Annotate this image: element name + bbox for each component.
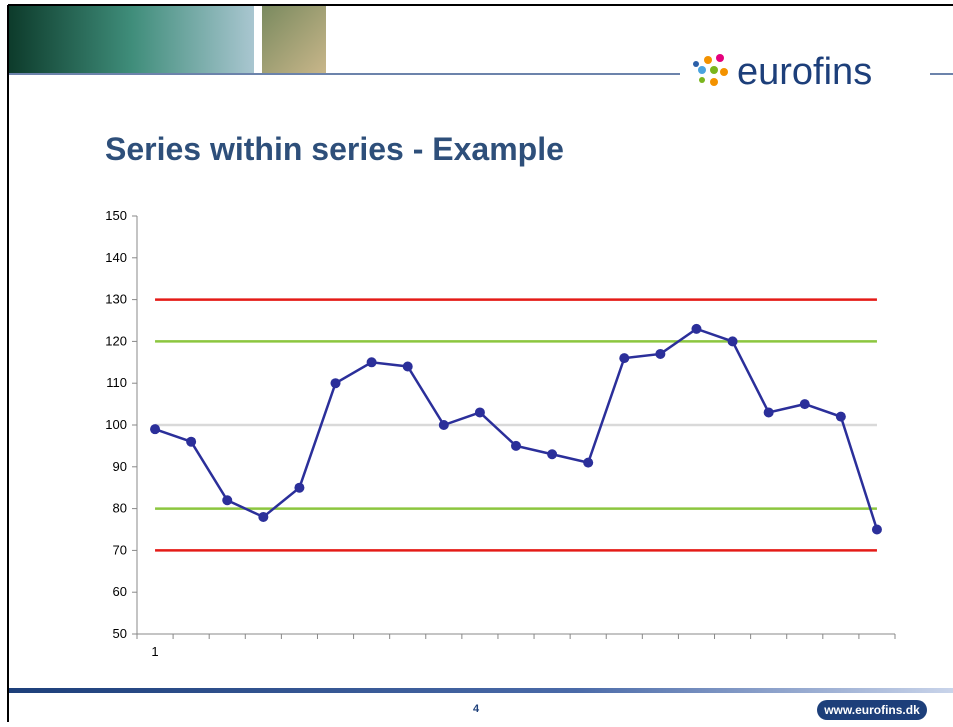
slide-title: Series within series - Example [105,131,564,167]
data-point [836,412,846,422]
y-tick-label: 130 [105,292,127,307]
data-point [439,420,449,430]
data-point [691,324,701,334]
header-image [262,6,326,73]
data-point [800,399,810,409]
data-point [475,407,485,417]
footer-rule [9,688,953,693]
y-tick-label: 70 [113,542,127,557]
x-tick-label: 1 [151,644,158,659]
page-number: 4 [473,703,480,715]
data-point [728,336,738,346]
logo-text: eurofins [737,51,872,93]
y-tick-label: 60 [113,584,127,599]
y-tick-label: 150 [105,208,127,223]
y-tick-label: 140 [105,250,127,265]
data-point [258,512,268,522]
y-tick-label: 110 [106,375,127,390]
data-point [150,424,160,434]
y-tick-label: 50 [113,626,127,641]
data-point [872,525,882,535]
data-point [619,353,629,363]
data-point [294,483,304,493]
data-point [367,357,377,367]
data-point [403,361,413,371]
url-text[interactable]: www.eurofins.dk [823,703,920,717]
data-point [764,407,774,417]
y-tick-label: 120 [105,333,127,348]
data-point [511,441,521,451]
header-image [9,6,254,73]
data-point [186,437,196,447]
data-point [547,449,557,459]
data-point [331,378,341,388]
slide: eurofins Series within series - Example … [0,0,953,722]
y-tick-label: 100 [105,417,127,432]
y-tick-label: 80 [113,501,127,516]
data-point [222,495,232,505]
slide-bg [8,5,953,722]
data-point [655,349,665,359]
data-point [583,458,593,468]
y-tick-label: 90 [113,459,127,474]
